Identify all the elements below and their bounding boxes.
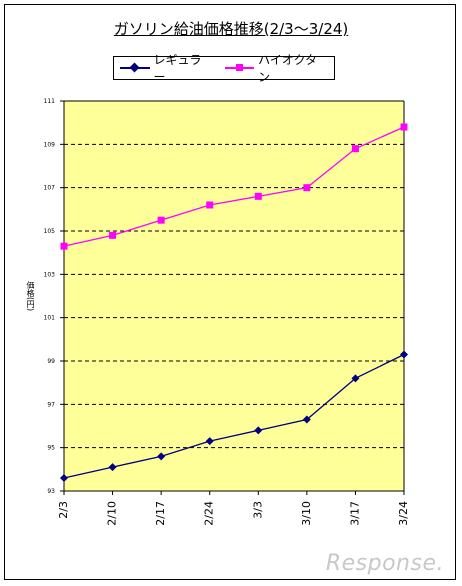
x-tick-label: 3/17 — [348, 501, 361, 526]
x-tick-label: 2/3 — [57, 501, 70, 519]
legend-item-regular: レギュラー — [120, 51, 213, 85]
y-tick-label: 101 — [44, 315, 56, 322]
y-tick-label: 105 — [44, 228, 56, 235]
y-axis-label: 価格(円) — [26, 280, 35, 312]
y-tick-label: 107 — [44, 185, 56, 192]
data-point-regular — [302, 415, 311, 424]
data-point-high-octane — [206, 201, 214, 209]
chart-title: ガソリン給油価格推移(2/3〜3/24) — [113, 20, 349, 38]
y-tick-label: 109 — [44, 141, 56, 148]
y-tick-label: 93 — [47, 488, 55, 495]
square-marker-icon — [235, 64, 243, 71]
y-tick-label: 111 — [44, 98, 56, 105]
series-line-regular — [63, 353, 405, 479]
data-point-high-octane — [254, 192, 262, 200]
watermark: Response. — [325, 551, 444, 576]
data-point-regular — [254, 426, 263, 435]
data-point-high-octane — [303, 184, 311, 192]
chart-legend: レギュラー ハイオクタン — [113, 53, 335, 84]
data-point-high-octane — [157, 216, 165, 224]
legend-label-regular: レギュラー — [153, 53, 202, 84]
data-point-regular — [60, 474, 68, 482]
x-tick-label: 2/24 — [203, 501, 216, 526]
data-point-regular — [351, 374, 360, 383]
data-point-regular — [205, 437, 214, 446]
data-point-high-octane — [400, 123, 408, 131]
legend-item-high-octane: ハイオクタン — [224, 51, 328, 85]
y-tick-label: 99 — [47, 358, 55, 365]
y-tick-label: 103 — [44, 271, 56, 278]
data-point-regular — [157, 452, 166, 461]
data-point-regular — [400, 350, 408, 359]
data-point-high-octane — [60, 242, 68, 250]
y-tick-label: 95 — [47, 445, 55, 452]
x-tick-label: 3/24 — [397, 501, 410, 526]
x-tick-label: 2/10 — [106, 501, 119, 526]
data-point-regular — [108, 463, 117, 472]
x-tick-label: 3/3 — [251, 501, 264, 519]
data-point-high-octane — [109, 231, 117, 239]
legend-swatch-regular — [120, 62, 150, 74]
legend-swatch-high-octane — [224, 62, 255, 74]
x-tick-label: 3/10 — [300, 501, 313, 526]
series-line-high-octane — [63, 126, 405, 247]
y-tick-label: 97 — [47, 401, 55, 408]
legend-label-high-octane: ハイオクタン — [258, 53, 318, 84]
x-tick-label: 2/17 — [154, 501, 167, 526]
plot-area — [64, 101, 404, 491]
data-point-high-octane — [351, 145, 359, 153]
